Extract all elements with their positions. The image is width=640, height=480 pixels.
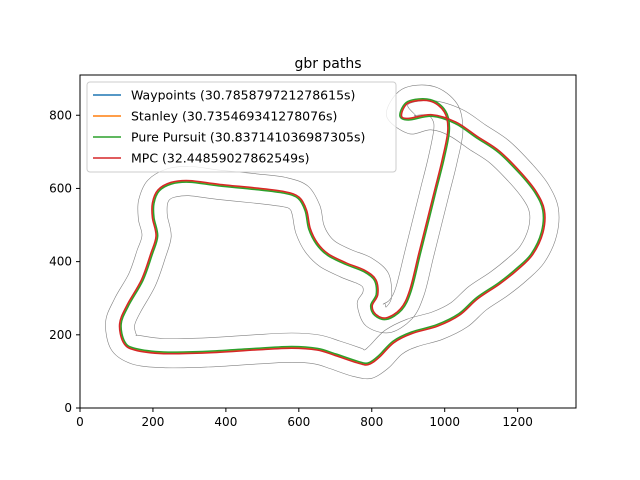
- legend-label-2: Pure Pursuit (30.837141036987305s): [131, 130, 365, 145]
- x-axis: 0 200 400 600 800 1000 1200: [76, 408, 533, 429]
- legend-label-0: Waypoints (30.785879721278615s): [131, 88, 355, 103]
- x-tick-label: 600: [287, 415, 310, 429]
- legend-box: [86, 81, 397, 173]
- plot-area: [105, 84, 560, 380]
- series-lines: [118, 98, 546, 366]
- x-tick-label: 200: [141, 415, 164, 429]
- track-boundaries: [105, 84, 560, 380]
- axes-frame: [79, 74, 577, 409]
- legend-label-1: Stanley (30.735469341278076s): [131, 109, 337, 124]
- x-tick-label: 0: [76, 415, 84, 429]
- series-line-3: [118, 99, 546, 366]
- y-tick-label: 0: [64, 401, 72, 415]
- x-tick-label: 1000: [429, 415, 460, 429]
- track-inner-boundary: [105, 100, 560, 380]
- x-tick-label: 800: [360, 415, 383, 429]
- track-outer-boundary: [134, 84, 531, 351]
- legend: Waypoints (30.785879721278615s) Stanley (…: [86, 81, 397, 173]
- y-tick-label: 200: [49, 328, 72, 342]
- x-tick-label: 1200: [502, 415, 533, 429]
- y-tick-label: 800: [49, 108, 72, 122]
- legend-label-3: MPC (32.44859027862549s): [131, 151, 310, 166]
- series-line-2: [120, 98, 545, 365]
- y-tick-label: 600: [49, 181, 72, 195]
- chart-title: gbr paths: [294, 56, 361, 72]
- y-axis: 0 200 400 600 800: [49, 108, 80, 415]
- y-tick-label: 400: [49, 255, 72, 269]
- x-tick-label: 400: [214, 415, 237, 429]
